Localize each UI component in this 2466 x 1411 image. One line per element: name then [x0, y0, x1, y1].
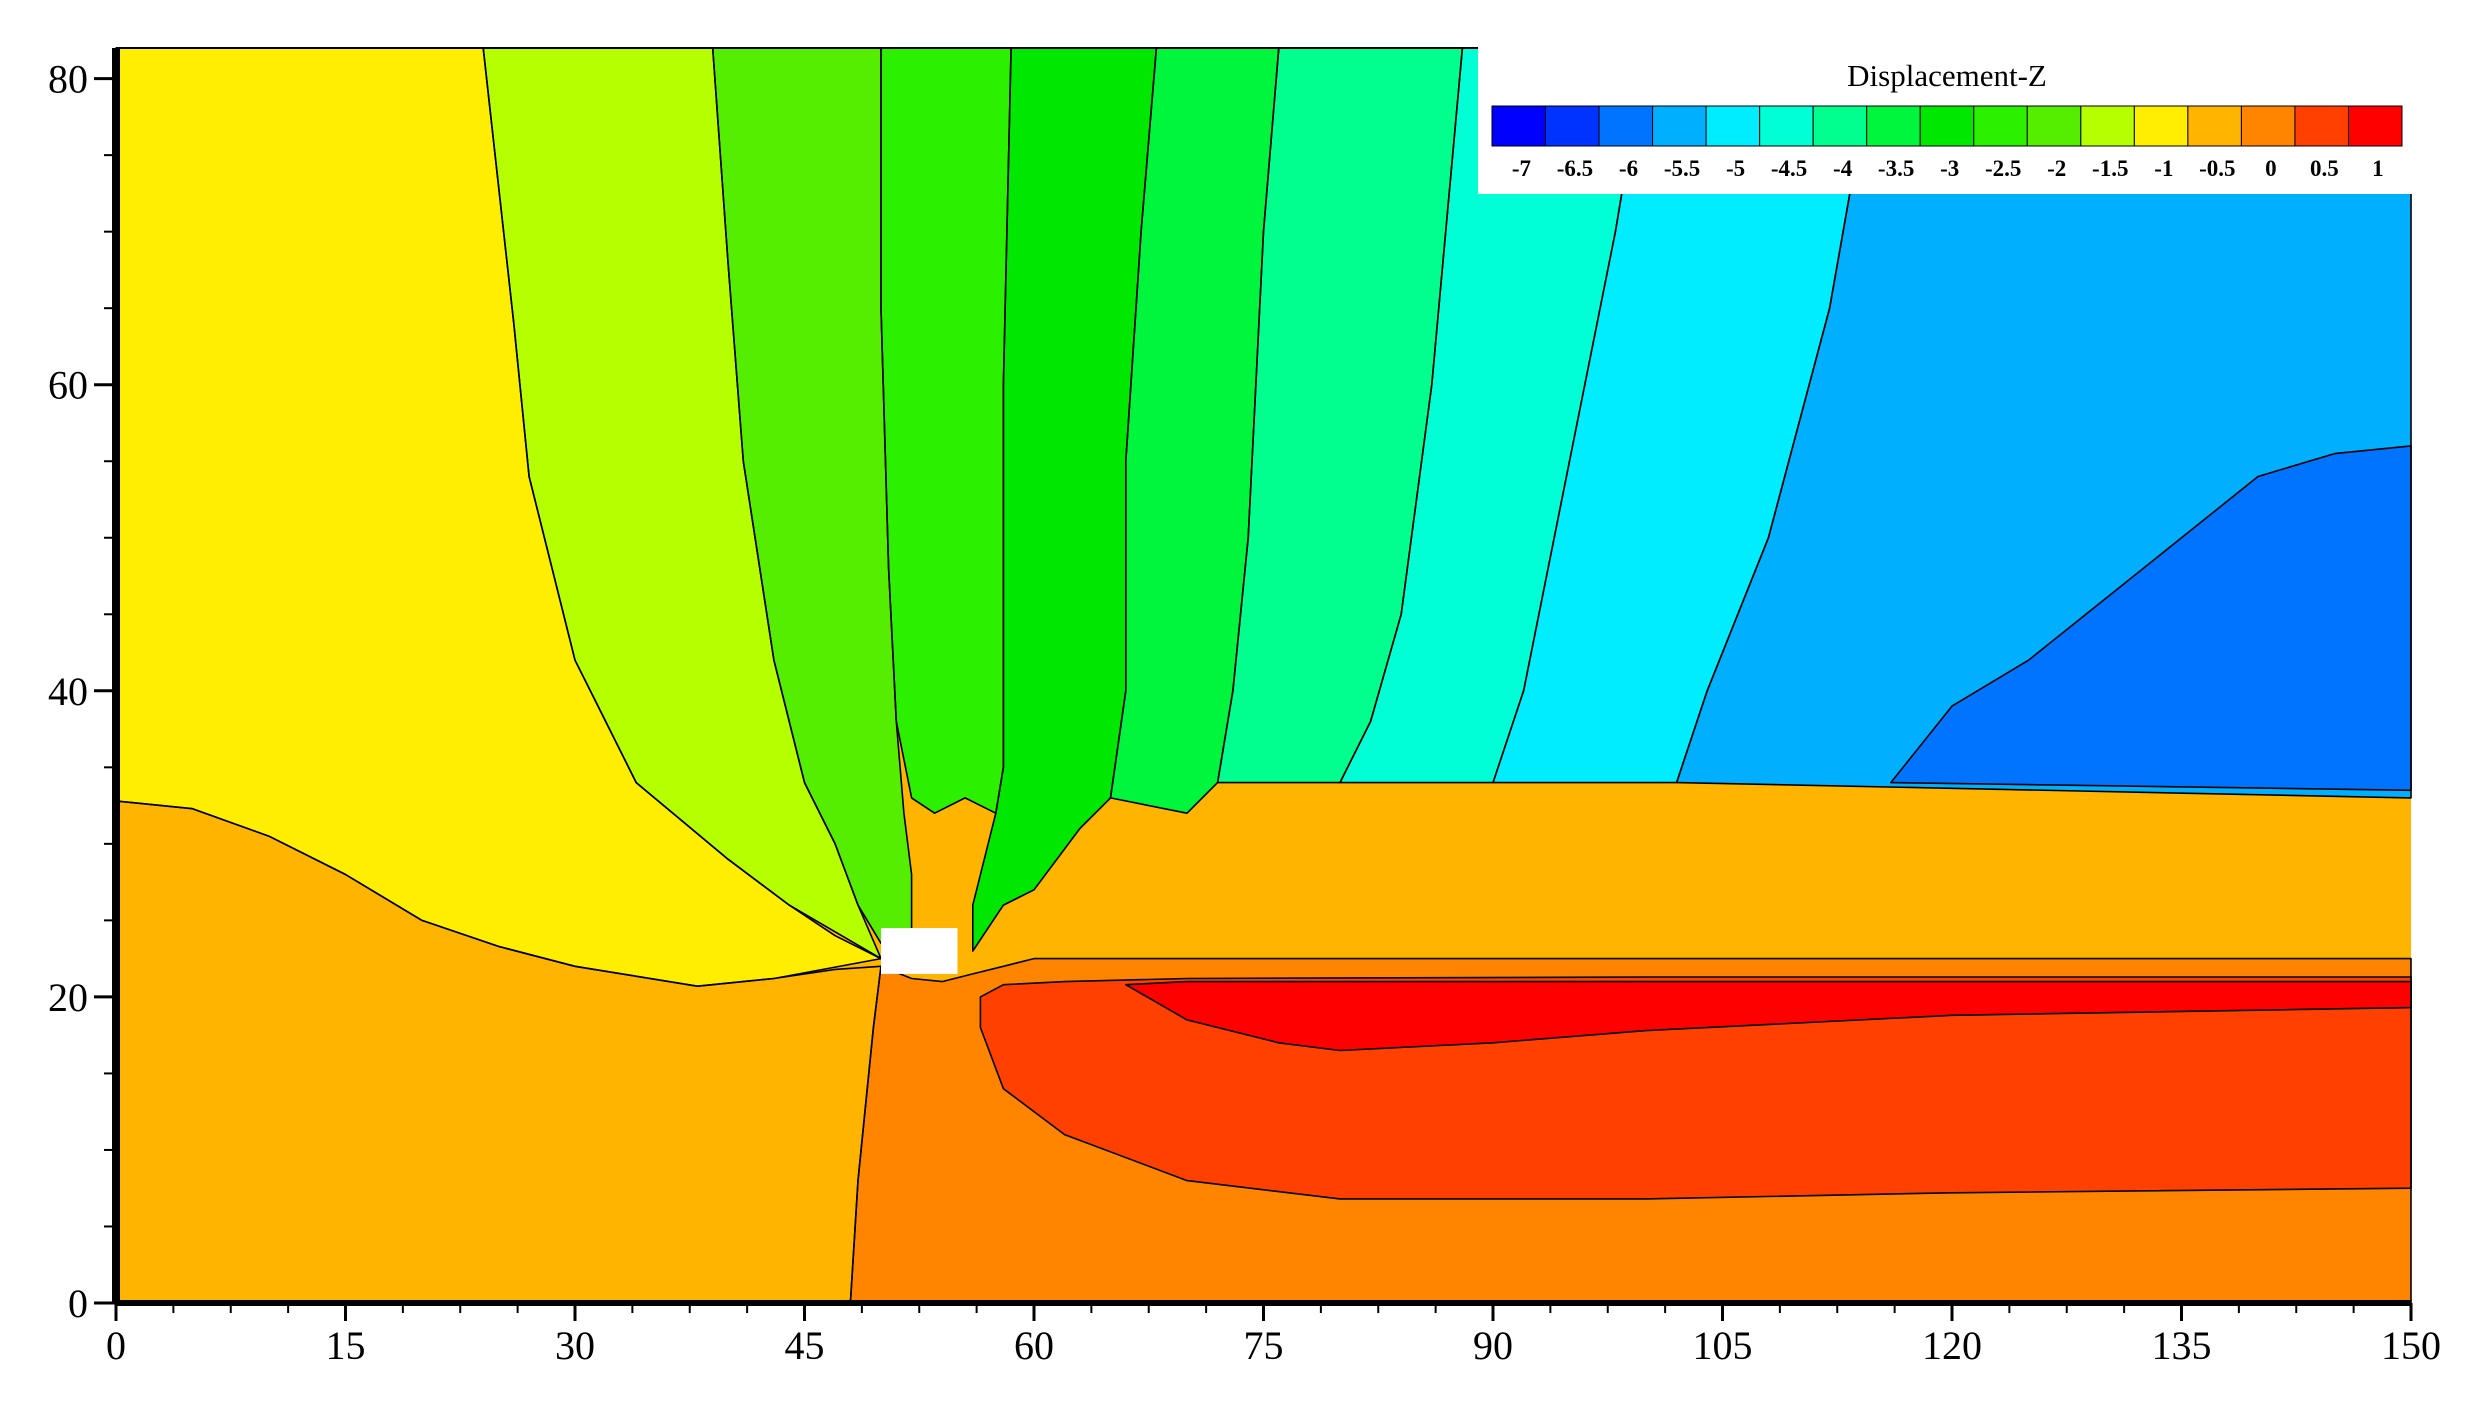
- legend-swatch: [1491, 105, 1547, 147]
- y-tick-label: 80: [48, 57, 88, 102]
- contour-line-12: [849, 957, 2412, 1304]
- legend-level-label: -3.5: [1878, 156, 1914, 181]
- x-tick-label: 45: [785, 1323, 825, 1368]
- legend-swatch: [1652, 105, 1707, 147]
- contour-lines: [115, 47, 2412, 1304]
- y-tick-label: 20: [48, 975, 88, 1020]
- x-tick-label: 120: [1922, 1323, 1982, 1368]
- legend-level-label: -6: [1619, 156, 1638, 181]
- legend-swatch: [2240, 105, 2296, 147]
- x-tick-label: 15: [326, 1323, 366, 1368]
- contour-band-7: [1217, 48, 1463, 783]
- contour-band-5: [972, 48, 1157, 951]
- y-tick-label: 60: [48, 363, 88, 408]
- contour-band-11: [1890, 445, 2411, 791]
- y-tick-label: 0: [68, 1281, 88, 1326]
- contour-band-1: [116, 48, 881, 987]
- legend-swatch: [1973, 105, 2028, 147]
- legend-level-label: -4.5: [1771, 156, 1807, 181]
- contour-band-14: [1125, 981, 2411, 1051]
- legend-swatch: [2133, 105, 2189, 147]
- legend-level-label: -3: [1940, 156, 1959, 181]
- contour-band-4: [881, 48, 1012, 814]
- legend-swatch: [1705, 105, 1761, 147]
- legend-swatch: [2347, 105, 2403, 147]
- contour-band-2: [483, 48, 881, 959]
- x-tick-label: 30: [555, 1323, 595, 1368]
- legend-swatch: [1866, 105, 1921, 147]
- legend-level-label: -1.5: [2092, 156, 2128, 181]
- legend-level-label: -5: [1726, 156, 1745, 181]
- x-tick-label: 90: [1473, 1323, 1513, 1368]
- opening: [881, 928, 958, 974]
- legend-swatch: [2187, 105, 2242, 147]
- legend-level-label: -5.5: [1664, 156, 1700, 181]
- contour-regions: [116, 48, 2411, 1303]
- legend-level-label: -0.5: [2199, 156, 2235, 181]
- legend-level-label: -1: [2154, 156, 2173, 181]
- contour-line-11: [1890, 445, 2412, 792]
- legend-swatch: [2294, 105, 2349, 147]
- legend-swatch: [2080, 105, 2135, 147]
- legend-level-label: -4: [1833, 156, 1853, 181]
- legend-level-label: 0: [2265, 156, 2277, 181]
- legend-swatch: [2026, 105, 2082, 147]
- x-tick-label: 60: [1014, 1323, 1054, 1368]
- contour-band-3: [712, 48, 912, 944]
- x-tick-label: 105: [1693, 1323, 1753, 1368]
- legend-level-label: -7: [1512, 156, 1531, 181]
- contour-line-13: [979, 976, 2412, 1200]
- legend-level-label: 1: [2372, 156, 2384, 181]
- contour-band-8: [1340, 48, 1646, 783]
- legend-title: Displacement-Z: [1847, 58, 2047, 93]
- legend-swatch: [1545, 105, 1600, 147]
- x-tick-label: 135: [2152, 1323, 2212, 1368]
- legend-swatch: [1812, 105, 1868, 147]
- legend-level-label: -2: [2047, 156, 2066, 181]
- y-tick-label: 40: [48, 669, 88, 714]
- x-tick-label: 150: [2381, 1323, 2441, 1368]
- legend-level-label: 0.5: [2310, 156, 2339, 181]
- x-tick-label: 75: [1244, 1323, 1284, 1368]
- legend-swatch: [1919, 105, 1975, 147]
- legend-level-label: -2.5: [1985, 156, 2021, 181]
- legend-swatch: [1759, 105, 1814, 147]
- legend-swatch: [1598, 105, 1654, 147]
- contour-line-14: [1125, 980, 2412, 1052]
- x-tick-label: 0: [106, 1323, 126, 1368]
- legend-level-label: -6.5: [1557, 156, 1593, 181]
- contour-band-6: [1110, 48, 1279, 814]
- contour-band-0: [116, 801, 881, 1303]
- color-legend: Displacement-Z -7 -6.5 -6 -5.5 -5 -4.5 -4 -3.5 -3…: [1478, 44, 2416, 194]
- contour-band-9: [1493, 48, 1876, 783]
